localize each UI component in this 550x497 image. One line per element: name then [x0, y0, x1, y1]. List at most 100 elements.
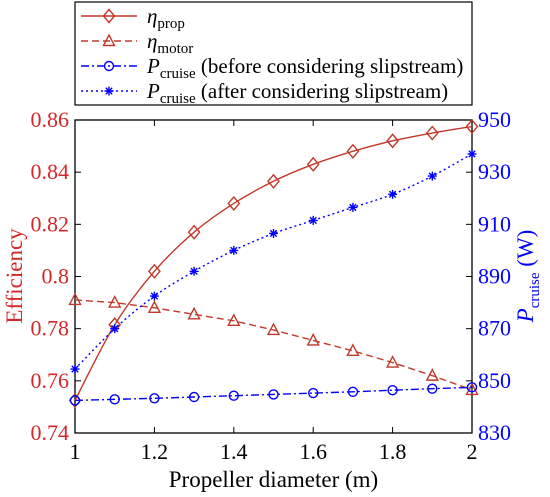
- x-tick-label: 1: [70, 439, 81, 464]
- right-axis-title: Pcruise (W): [513, 230, 543, 324]
- series-cruise-2: [69, 382, 478, 406]
- marker-circle: [188, 391, 200, 403]
- left-tick-label: 0.76: [31, 368, 70, 393]
- left-tick-label: 0.86: [31, 107, 70, 132]
- marker-star: [467, 149, 477, 159]
- marker-triangle: [346, 343, 360, 357]
- series-line: [74, 153, 473, 370]
- left-tick-label: 0.78: [31, 316, 70, 341]
- x-axis-title: Propeller diameter (m): [169, 467, 378, 492]
- marker-triangle: [108, 295, 122, 308]
- marker-diamond: [227, 195, 241, 212]
- marker-diamond: [425, 125, 439, 141]
- marker-circle: [149, 393, 160, 404]
- marker-star: [189, 266, 199, 276]
- marker-star: [149, 291, 159, 301]
- left-axis-title: Efficiency: [2, 228, 27, 324]
- marker-circle: [268, 389, 279, 400]
- marker-diamond: [306, 156, 320, 172]
- marker-triangle: [306, 332, 320, 346]
- legend-entry: ηmotor: [81, 29, 193, 57]
- marker-circle: [308, 387, 319, 399]
- marker-triangle: [385, 355, 400, 368]
- marker-star: [388, 189, 398, 199]
- x-tick-label: 2: [467, 439, 478, 464]
- marker-diamond: [386, 133, 400, 149]
- marker-diamond: [267, 173, 280, 189]
- marker-diamond: [102, 8, 116, 24]
- right-axis-title-tail: (W): [513, 230, 538, 273]
- right-axis-title-sub: cruise: [527, 272, 543, 308]
- marker-circle: [427, 383, 438, 394]
- marker-circle: [109, 394, 120, 405]
- marker-circle: [347, 386, 359, 397]
- left-tick-label: 0.74: [31, 420, 70, 445]
- marker-diamond: [465, 118, 479, 135]
- legend-label-sub: motor: [157, 41, 193, 57]
- left-tick-label: 0.82: [31, 211, 70, 236]
- series-line: [74, 386, 473, 402]
- marker-star: [427, 171, 437, 181]
- legend-label-tail: (after considering slipstream): [196, 79, 449, 103]
- left-tick-label: 0.8: [42, 264, 70, 289]
- right-tick-label: 910: [478, 211, 511, 236]
- series-cruise-3: [70, 149, 477, 374]
- right-tick-label: 930: [478, 159, 511, 184]
- series-motor-1: [68, 292, 479, 396]
- marker-diamond: [187, 224, 201, 240]
- legend-label-sub: prop: [157, 16, 185, 32]
- right-y-axis: 830 850 870 890 910 930 950: [466, 107, 511, 445]
- marker-star: [229, 245, 239, 255]
- marker-circle: [69, 395, 81, 406]
- marker-triangle: [266, 322, 281, 336]
- marker-star: [70, 364, 80, 374]
- right-axis-title-main: P: [513, 308, 538, 323]
- x-tick-label: 1.4: [220, 439, 248, 464]
- marker-triangle: [102, 33, 116, 47]
- x-tick-label: 1.2: [141, 439, 169, 464]
- marker-triangle: [147, 300, 162, 313]
- marker-triangle: [425, 368, 439, 381]
- x-tick-label: 1.8: [379, 439, 407, 464]
- series-prop-0: [68, 118, 479, 408]
- x-tick-label: 1.6: [299, 439, 327, 464]
- legend-label-sub: cruise: [160, 66, 196, 82]
- series-line: [74, 299, 473, 391]
- marker-triangle: [68, 292, 82, 306]
- plot-frame: [74, 119, 473, 434]
- series-layer: [68, 118, 479, 408]
- marker-triangle: [465, 382, 479, 396]
- legend-entry: Pcruise (after considering slipstream): [81, 79, 448, 107]
- marker-diamond: [147, 263, 161, 279]
- right-tick-label: 870: [478, 316, 511, 341]
- marker-star: [348, 202, 358, 212]
- legend-label-main: P: [146, 79, 160, 103]
- legend-label-sub: cruise: [160, 91, 196, 107]
- marker-star: [308, 215, 318, 225]
- legend-label-main: η: [147, 4, 157, 28]
- marker-diamond: [346, 143, 360, 159]
- legend-label: Pcruise (after considering slipstream): [146, 79, 448, 107]
- right-tick-label: 890: [478, 264, 511, 289]
- marker-star: [104, 86, 114, 96]
- legend-label: ηprop: [147, 4, 185, 32]
- legend-label: Pcruise (before considering slipstream): [146, 54, 463, 82]
- marker-triangle: [227, 313, 241, 327]
- marker-circle: [103, 60, 115, 72]
- series-line: [74, 125, 473, 401]
- marker-circle: [387, 385, 398, 396]
- marker-triangle: [187, 306, 201, 320]
- x-axis: 1 1.2 1.4 1.6 1.8 2: [70, 120, 478, 464]
- legend-entry: Pcruise (before considering slipstream): [81, 54, 463, 82]
- legend-label: ηmotor: [147, 29, 193, 57]
- marker-star: [269, 228, 278, 238]
- legend-label-main: η: [147, 29, 157, 53]
- legend-label-main: P: [146, 54, 160, 78]
- right-tick-label: 850: [478, 368, 511, 393]
- marker-circle: [228, 390, 240, 401]
- right-tick-label: 830: [478, 420, 511, 445]
- left-tick-label: 0.84: [31, 159, 70, 184]
- left-y-axis: 0.74 0.76 0.78 0.8 0.82 0.84 0.86: [31, 107, 81, 445]
